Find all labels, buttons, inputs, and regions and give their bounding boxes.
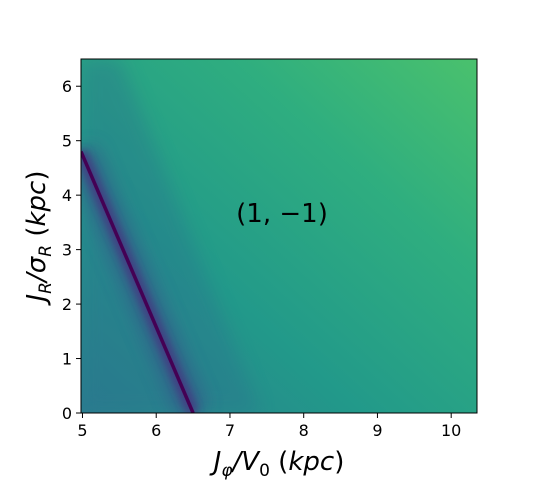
- x-tick-label: 9: [372, 421, 382, 440]
- annotation-label: (1, −1): [236, 199, 328, 229]
- y-tick-label: 5: [62, 132, 72, 151]
- heatmap: [81, 59, 477, 413]
- lower-left-shade: [81, 59, 260, 413]
- x-axis-ticks: 5 6 7 8 9 10: [77, 413, 461, 440]
- x-tick-label: 10: [441, 421, 461, 440]
- y-tick-label: 6: [62, 77, 72, 96]
- x-axis-label: Jφ/V0 (kpc): [209, 447, 345, 480]
- resonance-line: [81, 150, 195, 413]
- x-tick-label: 7: [225, 421, 235, 440]
- x-tick-label: 8: [299, 421, 309, 440]
- plot-frame: [80, 58, 478, 414]
- y-tick-label: 3: [62, 241, 72, 260]
- x-tick-label: 6: [151, 421, 161, 440]
- y-tick-label: 0: [62, 404, 72, 423]
- y-axis-label: JR/σR (kpc): [22, 171, 56, 307]
- y-axis-ticks: 0 1 2 3 4 5 6: [62, 77, 81, 423]
- y-tick-label: 2: [62, 295, 72, 314]
- y-tick-label: 4: [62, 186, 72, 205]
- y-tick-label: 1: [62, 350, 72, 369]
- x-tick-label: 5: [77, 421, 87, 440]
